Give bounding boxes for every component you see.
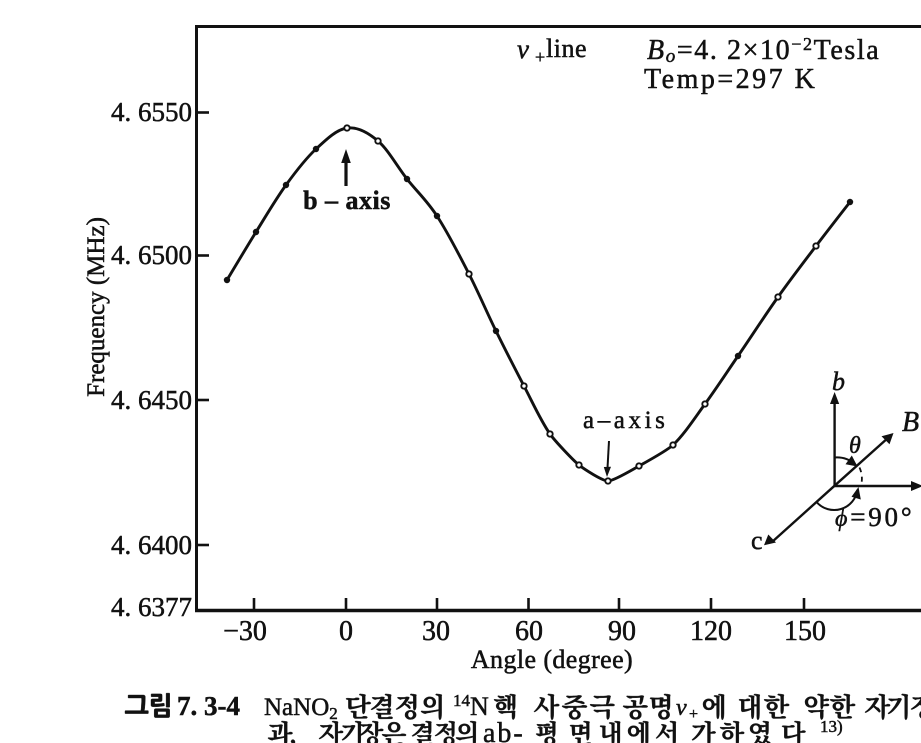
svg-text:b – axis: b – axis: [303, 186, 391, 215]
svg-text:B: B: [902, 407, 919, 438]
svg-text:θ: θ: [849, 433, 861, 459]
svg-text:ν: ν: [517, 34, 529, 64]
svg-text:Angle (degree): Angle (degree): [471, 645, 633, 674]
svg-text:NaNO2: NaNO2: [264, 694, 338, 723]
svg-text:14N: 14N: [453, 691, 489, 721]
svg-text:a–axis: a–axis: [583, 407, 668, 434]
svg-text:4. 6400: 4. 6400: [111, 530, 192, 560]
svg-text:−30: −30: [223, 616, 267, 647]
svg-text:4. 6377: 4. 6377: [111, 592, 192, 622]
svg-text:120: 120: [690, 616, 732, 647]
svg-text:60: 60: [515, 616, 543, 647]
svg-text:b: b: [832, 367, 845, 396]
svg-text:150: 150: [784, 616, 826, 647]
svg-text:4. 6450: 4. 6450: [111, 385, 192, 415]
svg-text:+: +: [689, 706, 698, 723]
svg-text:ν: ν: [676, 695, 687, 721]
svg-text:7. 3-4: 7. 3-4: [177, 691, 240, 721]
svg-text:4. 6500: 4. 6500: [111, 240, 192, 270]
svg-text:Bo=4. 2×10−2Tesla: Bo=4. 2×10−2Tesla: [647, 34, 880, 67]
svg-text:c: c: [751, 526, 763, 555]
svg-text:13): 13): [820, 717, 843, 736]
svg-text:Frequency (MHz): Frequency (MHz): [83, 217, 110, 397]
svg-text:+: +: [535, 47, 545, 67]
svg-text:90: 90: [608, 616, 636, 647]
svg-text:line: line: [546, 34, 587, 63]
svg-text:4. 6550: 4. 6550: [111, 97, 192, 127]
svg-text:Temp=297 K: Temp=297 K: [644, 64, 817, 95]
svg-text:ab-: ab-: [483, 718, 525, 743]
svg-text:30: 30: [422, 616, 450, 647]
svg-text:0: 0: [339, 616, 353, 647]
svg-text:ϕ=90°: ϕ=90°: [835, 502, 914, 532]
